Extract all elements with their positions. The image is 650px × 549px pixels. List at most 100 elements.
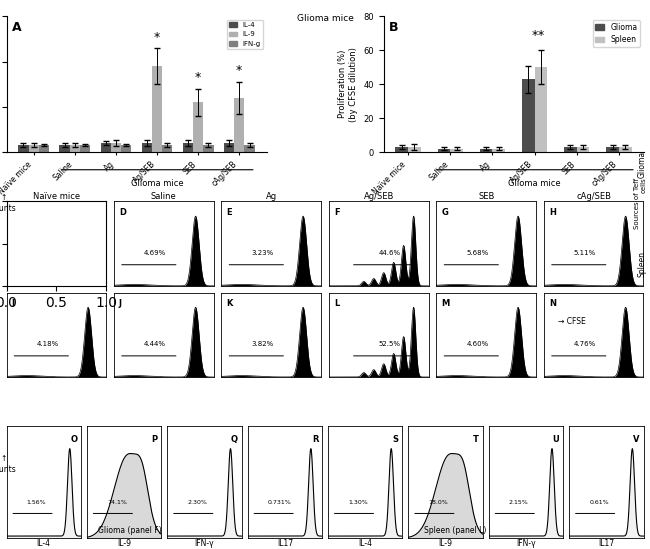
Text: M: M (441, 299, 450, 309)
Bar (408, 147, 421, 152)
Bar (437, 149, 450, 152)
Text: G: G (441, 208, 448, 217)
X-axis label: IL-4: IL-4 (36, 540, 51, 548)
Bar (244, 145, 255, 152)
Text: R: R (312, 435, 318, 444)
Text: Glioma (panel F): Glioma (panel F) (98, 526, 162, 535)
Text: H: H (549, 208, 556, 217)
Text: V: V (633, 435, 640, 444)
Text: 0.731%: 0.731% (268, 500, 291, 505)
Title: SEB: SEB (478, 192, 495, 201)
Text: Spleen (panel L): Spleen (panel L) (424, 526, 486, 535)
Bar (606, 147, 619, 152)
Text: 2.15%: 2.15% (509, 500, 528, 505)
Text: N: N (549, 299, 556, 309)
Text: 3.23%: 3.23% (252, 250, 274, 256)
Text: 4.76%: 4.76% (574, 341, 596, 348)
Bar (224, 143, 234, 152)
Bar (162, 145, 172, 152)
X-axis label: IL-9: IL-9 (117, 540, 131, 548)
X-axis label: IFN-γ: IFN-γ (516, 540, 536, 548)
Bar (395, 147, 408, 152)
Text: A: A (12, 20, 21, 33)
Text: T: T (473, 435, 479, 444)
Title: cAg/SEB: cAg/SEB (577, 192, 611, 201)
Bar (493, 149, 505, 152)
Text: ↑
Counts: ↑ Counts (0, 454, 17, 474)
Text: Spleen: Spleen (638, 250, 647, 277)
Title: Ag: Ag (266, 192, 277, 201)
Text: C: C (12, 208, 18, 217)
Bar (564, 147, 577, 152)
Bar (619, 147, 632, 152)
Bar (534, 68, 547, 152)
Text: 1.56%: 1.56% (27, 500, 46, 505)
X-axis label: IL-9: IL-9 (439, 540, 452, 548)
Text: 44.6%: 44.6% (379, 250, 401, 256)
Bar (121, 145, 131, 152)
Text: ↑
Counts: ↑ Counts (0, 193, 17, 213)
Text: Glioma: Glioma (638, 151, 647, 178)
Text: *: * (236, 64, 242, 77)
Bar (29, 145, 39, 152)
X-axis label: IL-4: IL-4 (358, 540, 372, 548)
Text: Glioma mice: Glioma mice (131, 179, 183, 188)
Text: F: F (334, 208, 339, 217)
Bar (480, 149, 493, 152)
Text: *: * (538, 29, 544, 42)
Bar (39, 145, 49, 152)
Text: 5.68%: 5.68% (466, 250, 489, 256)
Bar (70, 145, 80, 152)
Text: 2.30%: 2.30% (187, 500, 207, 505)
Title: Ag/SEB: Ag/SEB (363, 192, 394, 201)
Text: O: O (70, 435, 77, 444)
Text: 4.60%: 4.60% (466, 341, 489, 348)
Text: 0.61%: 0.61% (589, 500, 609, 505)
Text: 4.44%: 4.44% (144, 341, 166, 348)
Bar (577, 147, 590, 152)
Text: Glioma mice: Glioma mice (296, 14, 354, 23)
Title: Saline: Saline (151, 192, 177, 201)
X-axis label: IL17: IL17 (277, 540, 293, 548)
Bar (142, 143, 152, 152)
Bar (450, 149, 463, 152)
Bar (101, 143, 111, 152)
Text: *: * (532, 29, 538, 42)
Text: U: U (552, 435, 560, 444)
Bar (234, 98, 244, 152)
Text: K: K (226, 299, 233, 309)
Text: L: L (334, 299, 339, 309)
Text: *: * (195, 71, 202, 85)
Text: Q: Q (231, 435, 238, 444)
Text: 52.5%: 52.5% (379, 341, 401, 348)
Text: 1.30%: 1.30% (348, 500, 368, 505)
Text: E: E (226, 208, 232, 217)
Text: J: J (119, 299, 122, 309)
Bar (522, 79, 534, 152)
Text: Glioma mice: Glioma mice (508, 179, 561, 188)
Bar (183, 143, 193, 152)
Title: Naïve mice: Naïve mice (32, 192, 80, 201)
X-axis label: IFN-γ: IFN-γ (194, 540, 214, 548)
Bar (152, 66, 162, 152)
Legend: IL-4, IL-9, IFN-g: IL-4, IL-9, IFN-g (227, 20, 263, 49)
X-axis label: IL17: IL17 (598, 540, 614, 548)
Text: *: * (154, 31, 160, 43)
Bar (193, 102, 203, 152)
Text: → CFSE: → CFSE (558, 317, 586, 326)
Text: P: P (151, 435, 157, 444)
Text: 78.0%: 78.0% (428, 500, 448, 505)
Text: I: I (12, 299, 14, 309)
Legend: Glioma, Spleen: Glioma, Spleen (593, 20, 640, 47)
Y-axis label: Proliferation (%)
(by CFSE dilution): Proliferation (%) (by CFSE dilution) (338, 47, 358, 122)
Bar (18, 145, 29, 152)
Text: 5.11%: 5.11% (574, 250, 596, 256)
Text: 3.12%: 3.12% (36, 250, 58, 256)
Text: Sources of Teff
cells: Sources of Teff cells (634, 177, 647, 229)
Text: 4.18%: 4.18% (36, 341, 58, 348)
Text: B: B (389, 20, 398, 33)
Text: 74.1%: 74.1% (107, 500, 127, 505)
Bar (59, 145, 70, 152)
Text: S: S (393, 435, 398, 444)
Text: 4.69%: 4.69% (144, 250, 166, 256)
